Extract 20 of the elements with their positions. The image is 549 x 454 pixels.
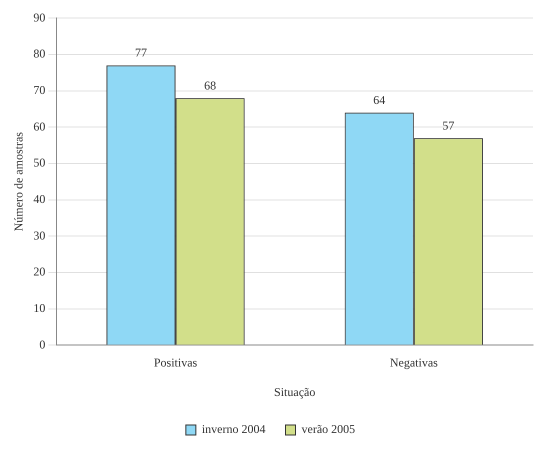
x-tick-label: Positivas: [154, 356, 198, 370]
data-label: 64: [373, 92, 386, 107]
y-axis-title: Número de amostras: [11, 132, 26, 232]
legend-label: inverno 2004: [202, 422, 266, 436]
y-tick-label: 70: [33, 83, 46, 98]
y-tick-label: 60: [33, 119, 46, 134]
data-label: 77: [134, 46, 147, 60]
y-tick-label: 40: [33, 192, 46, 206]
y-tick-label: 50: [33, 156, 46, 170]
y-tick-label: 30: [33, 228, 46, 242]
y-tick-label: 10: [33, 301, 46, 316]
y-tick-label: 80: [33, 46, 46, 61]
legend-label: verão 2005: [302, 422, 356, 436]
data-label: 57: [442, 118, 454, 132]
x-tick-label: Negativas: [390, 356, 438, 370]
y-tick-label: 0: [39, 337, 46, 352]
y-tick-label: 20: [33, 264, 46, 279]
x-axis-title: Situação: [274, 384, 316, 399]
y-tick-label: 90: [33, 10, 46, 24]
data-label: 68: [204, 78, 216, 92]
